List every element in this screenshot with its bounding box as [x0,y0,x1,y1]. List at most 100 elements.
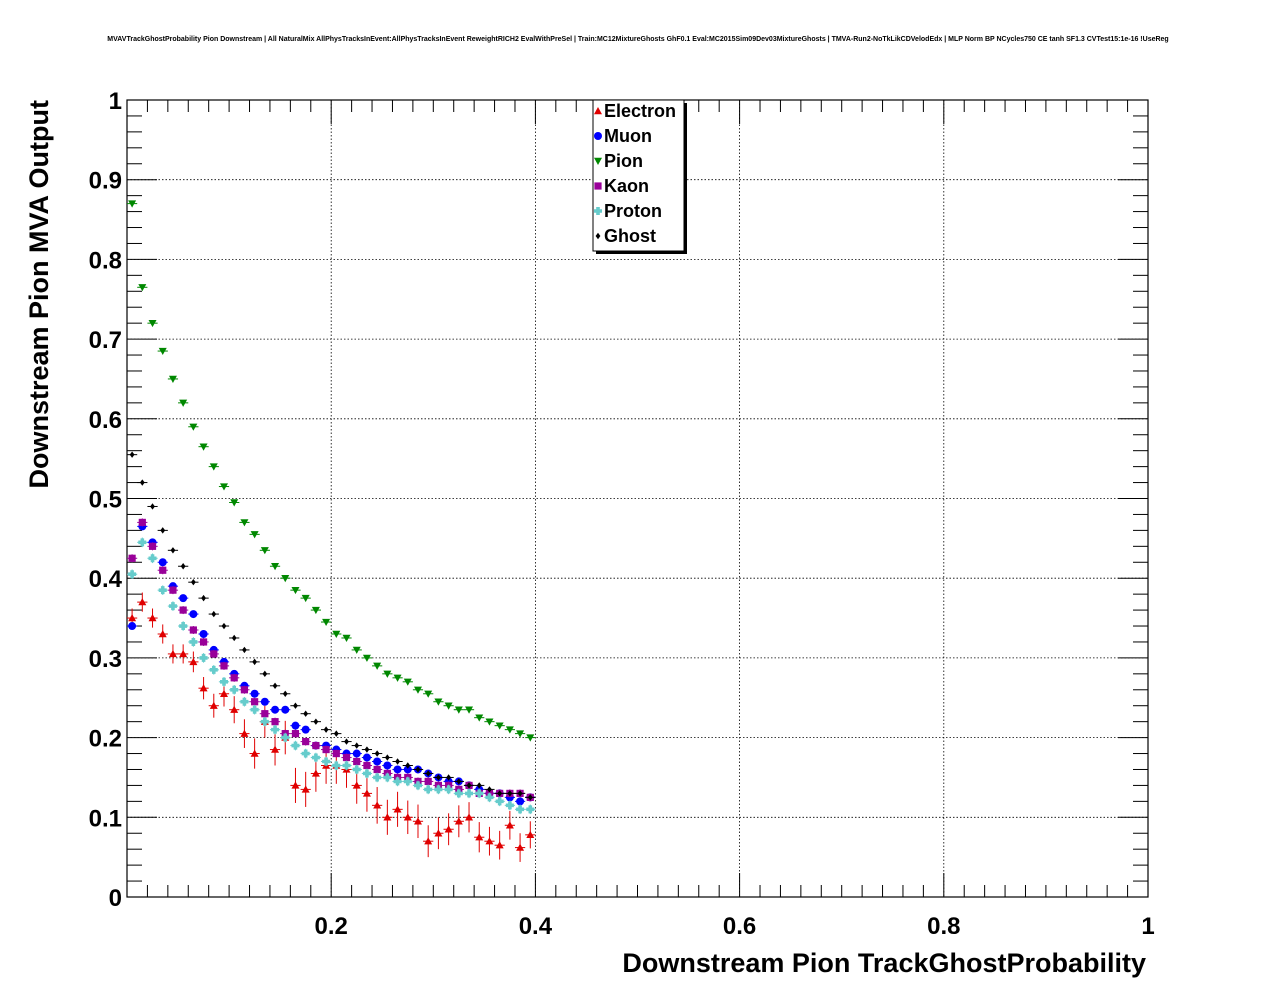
data-point [291,586,300,595]
data-point [352,646,361,654]
data-point [413,817,422,825]
data-point [424,777,432,786]
data-point [332,630,341,638]
data-point [424,785,433,794]
data-point [250,749,259,757]
data-point [505,821,514,829]
legend-label: Pion [604,151,643,171]
legend-item-muon: Muon [594,126,652,146]
data-point [230,499,239,507]
data-point [516,843,525,851]
data-point [393,777,402,786]
data-point [322,745,330,754]
data-point [353,757,361,766]
data-point [352,749,361,758]
data-point [139,479,145,486]
data-point [475,833,484,841]
x-tick-label: 0.4 [519,913,553,940]
data-point [301,749,310,758]
data-point [526,830,535,839]
data-point [138,518,146,527]
data-point [373,801,382,809]
data-point [403,777,412,786]
data-point [240,729,249,737]
data-point [362,769,371,778]
data-point [221,622,227,630]
data-point [211,610,217,618]
data-point [271,745,280,753]
data-point [148,319,157,328]
data-point [281,705,290,714]
data-point [199,653,208,662]
data-point [434,698,443,706]
legend-marker [594,207,602,215]
data-point [526,805,535,814]
data-point [383,773,392,782]
y-tick-label: 0.1 [89,805,122,832]
data-point [180,563,186,570]
data-point [333,730,339,737]
y-tick-label: 0.8 [89,247,122,274]
data-point [219,689,228,697]
legend-box [592,99,685,252]
data-point [291,741,300,750]
y-tick-label: 0.7 [89,327,122,354]
legend-item-ghost: Ghost [595,226,656,246]
data-point [199,684,208,692]
legend-marker [594,107,602,115]
data-point [322,618,331,627]
data-point [148,554,157,563]
x-axis-title: Downstream Pion TrackGhostProbability [622,948,1146,978]
data-point [505,801,514,810]
y-tick-label: 0.2 [89,726,122,753]
data-series [127,200,536,862]
data-point [291,730,300,738]
data-point [291,781,300,789]
data-point [128,622,137,631]
data-point [230,674,238,682]
data-point [291,721,300,730]
data-point [424,690,433,698]
data-point [240,519,249,527]
data-point [189,610,198,619]
data-point [487,786,492,793]
data-point [250,705,259,714]
data-point [250,689,259,698]
data-point [231,634,237,642]
data-point [383,670,392,678]
data-point [260,717,269,726]
data-point [281,575,290,583]
grid [127,100,1148,897]
data-point [158,586,167,595]
data-point [342,761,351,770]
series-ghost [127,451,536,801]
data-point [475,714,484,722]
data-point [507,790,513,797]
data-point [312,741,320,750]
x-tick-label: 0.6 [723,913,756,940]
data-point [293,702,298,709]
data-point [260,547,269,555]
y-tick-label: 0.9 [89,168,122,195]
x-tick-label: 1 [1141,913,1154,940]
data-point [251,698,259,706]
legend-label: Ghost [604,226,656,246]
data-point [179,606,187,614]
data-point [138,284,147,292]
data-point [230,705,239,713]
data-point [413,781,422,790]
data-point [138,538,147,547]
data-point [436,774,441,781]
data-point [465,813,474,821]
data-point [272,682,278,689]
legend-item-pion: Pion [594,151,643,171]
data-point [262,670,268,678]
data-point [383,761,392,770]
legend-item-kaon: Kaon [594,176,649,196]
data-point [434,829,443,837]
data-point [128,570,137,579]
data-point [201,594,206,602]
data-point [465,706,474,714]
legend-item-electron: Electron [594,101,676,121]
